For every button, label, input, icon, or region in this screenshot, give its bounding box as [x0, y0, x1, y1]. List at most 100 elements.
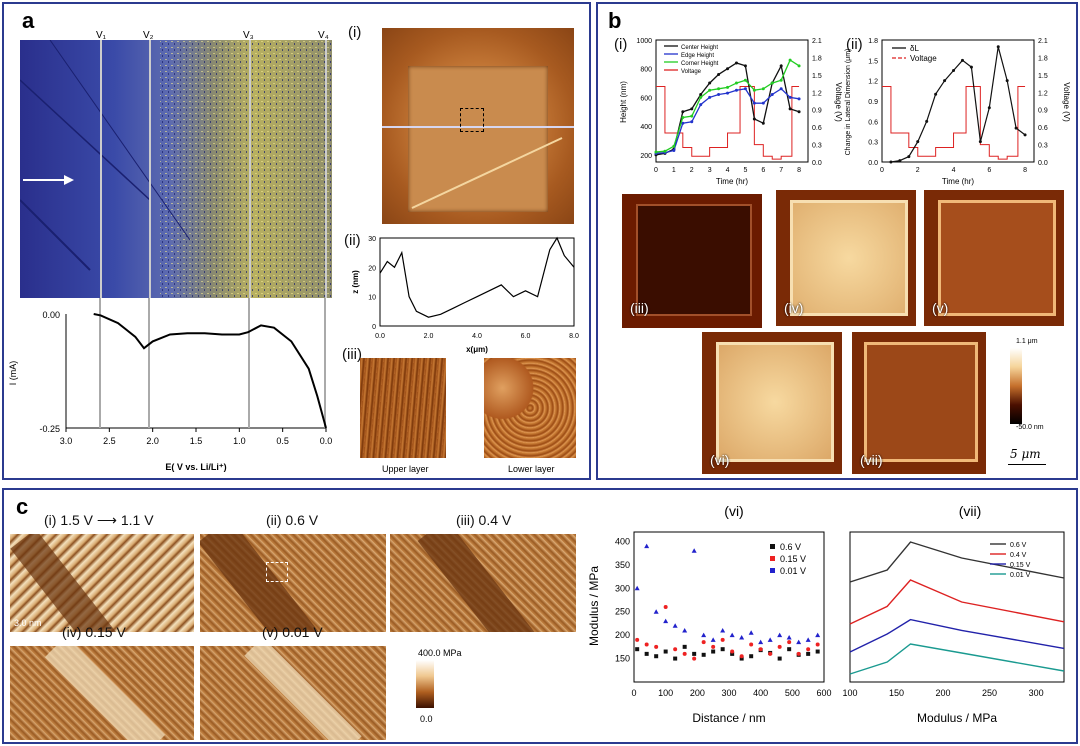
- vi-point: [720, 627, 726, 633]
- vi-point: [682, 627, 688, 633]
- vi-point: [635, 647, 640, 652]
- a-sub-iii: (iii): [342, 346, 362, 363]
- lower-layer-label: Lower layer: [508, 464, 555, 474]
- dl-y2tick-label: 0.9: [1038, 108, 1048, 115]
- b-square-vii: [864, 342, 978, 462]
- dl-ytick-label: 0.3: [868, 140, 878, 147]
- chart-vii: (vii) 100 150 200 250 300 0.6 V0.4 V0.15 V0.…: [842, 503, 1065, 725]
- hc-point: [708, 88, 712, 92]
- dl-y2tick-label: 2.1: [1038, 38, 1048, 45]
- voltage-line: [656, 85, 800, 160]
- vi-point: [806, 651, 811, 656]
- v2-label: V₂: [143, 30, 154, 41]
- b-colorbar: [1010, 348, 1022, 424]
- hc-point: [743, 64, 747, 68]
- cv-xlabel: E( V vs. Li/Li⁺): [165, 462, 226, 472]
- hc-xtick-label: 5: [743, 167, 747, 174]
- vi-ytick-label: 200: [615, 630, 630, 640]
- dl-point: [889, 160, 893, 164]
- vi-point: [682, 644, 687, 649]
- vi-point: [777, 656, 782, 661]
- dl-yticks: 1.8 1.5 1.2 0.9 0.6 0.3 0.0: [868, 38, 878, 167]
- panel-c-label: c: [16, 494, 29, 519]
- profile-xticks: 0.0 2.0 4.0 6.0 8.0: [375, 333, 579, 340]
- a-sub-ii: (ii): [344, 232, 361, 249]
- vi-point: [748, 630, 754, 635]
- hc-ytick-label: 600: [640, 95, 652, 102]
- vi-point: [654, 644, 659, 649]
- cv-ytick-1: -0.25: [39, 424, 60, 434]
- hc-xtick-label: 8: [797, 167, 801, 174]
- vi-point: [796, 639, 802, 645]
- hc-point: [717, 72, 721, 76]
- dl-ylabel: Change in Lateral Dimension (μm): [845, 49, 852, 156]
- profile-xtick-label: 0.0: [375, 333, 385, 340]
- vi-points: [634, 543, 821, 661]
- hc-point: [779, 78, 783, 82]
- profile-xtick-label: 6.0: [521, 333, 531, 340]
- hc-y2tick-label: 1.8: [812, 55, 822, 62]
- hc-xtick-label: 3: [708, 167, 712, 174]
- c-colorbar: [416, 660, 434, 708]
- hc-series: [654, 58, 801, 157]
- hc-point: [770, 93, 774, 97]
- cv-xtick-label: 0.0: [320, 436, 333, 446]
- vi-point: [815, 632, 821, 638]
- dl-point: [960, 58, 964, 62]
- vi-point: [758, 647, 763, 652]
- c-box-ii: [266, 562, 288, 582]
- dl-y2tick-label: 0.0: [1038, 160, 1048, 167]
- v1-line: [100, 40, 102, 298]
- hc-xtick-label: 1: [672, 167, 676, 174]
- cv-xtick-label: 3.0: [60, 436, 73, 446]
- panel-c: c 3.0 nm (i) 1.5 V ⟶ 1.1 V (ii) 0.6 V (i…: [2, 488, 1078, 744]
- hc-point: [726, 85, 730, 89]
- c-label-ii: (ii) 0.6 V: [266, 512, 319, 528]
- c-label-i: (i) 1.5 V ⟶ 1.1 V: [44, 512, 154, 529]
- hc-y2tick-label: 0.9: [812, 108, 822, 115]
- vi-point: [672, 623, 678, 628]
- hc-ytick-label: 200: [640, 153, 652, 160]
- hc-point: [797, 64, 801, 68]
- dl-point: [916, 140, 920, 144]
- dl-point: [996, 45, 1000, 49]
- hc-point: [672, 144, 676, 148]
- profile-ytick-label: 30: [368, 236, 376, 243]
- dl-point: [978, 140, 982, 144]
- dl-point: [898, 159, 902, 163]
- b-label-iii: (iii): [630, 300, 649, 316]
- c-scale: 3.0 nm: [14, 618, 42, 628]
- vi-xtick-label: 400: [753, 688, 768, 698]
- dl-point: [1005, 79, 1009, 83]
- cv-xticks: 3.0 2.5 2.0 1.5 1.0 0.5 0.0: [60, 428, 333, 446]
- hc-xtick-label: 4: [726, 167, 730, 174]
- dl-ytick-label: 1.8: [868, 38, 878, 45]
- dl-xticks: 0 2 4 6 8: [880, 167, 1027, 174]
- b-image-iii: (iii): [622, 194, 762, 328]
- vi-point: [739, 654, 744, 659]
- vi-point: [767, 637, 773, 642]
- vii-series-line: [849, 579, 1065, 625]
- dl-chart: 1.8 1.5 1.2 0.9 0.6 0.3 0.0 2.1 1.8 1.5 1.2 0.9 0.6…: [845, 38, 1071, 186]
- cv-xtick-label: 2.0: [146, 436, 159, 446]
- vi-point: [644, 642, 649, 647]
- v3-line: [249, 40, 251, 298]
- b-label-v: (v): [932, 300, 949, 316]
- hc-point: [752, 101, 756, 105]
- dl-point: [952, 69, 956, 72]
- vi-point: [701, 640, 706, 645]
- hc-point: [681, 110, 685, 114]
- hc-point: [717, 93, 721, 97]
- chart-vi-title: (vi): [724, 503, 743, 519]
- b-label-vii: (vii): [860, 452, 883, 468]
- dl-ytick-label: 0.6: [868, 119, 878, 126]
- profile-xtick-label: 4.0: [472, 333, 482, 340]
- vi-point: [663, 618, 669, 624]
- dl-xtick-label: 6: [987, 167, 991, 174]
- afm-image-a-i: [382, 28, 574, 224]
- vi-point: [730, 651, 735, 656]
- hc-point: [761, 101, 765, 105]
- vi-point: [815, 642, 820, 647]
- vi-point: [749, 642, 754, 647]
- hc-point: [681, 116, 685, 120]
